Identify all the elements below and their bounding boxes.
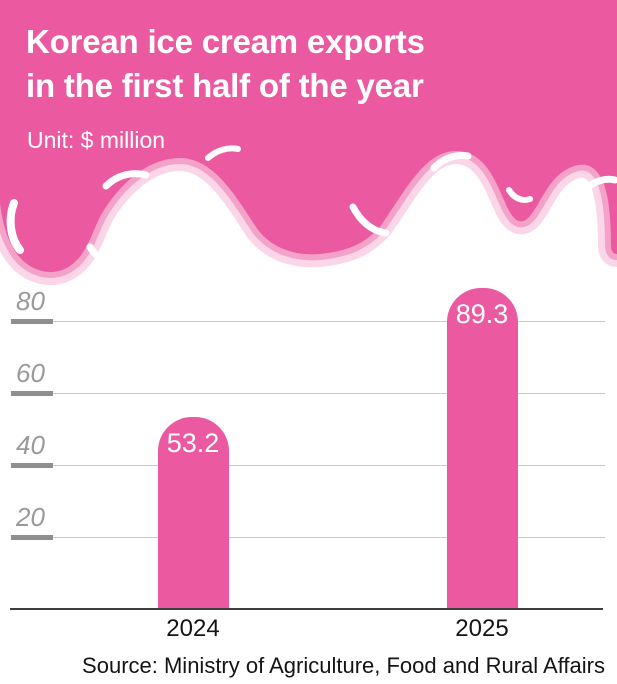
shine-icon bbox=[349, 203, 390, 237]
shine-icon bbox=[205, 145, 241, 161]
unit-label: Unit: $ million bbox=[27, 127, 166, 153]
y-axis-tick bbox=[11, 319, 53, 324]
shine-icon bbox=[506, 187, 533, 203]
y-axis-label: 80 bbox=[16, 286, 45, 316]
chart-title: Korean ice cream exports in the first ha… bbox=[26, 20, 425, 108]
x-axis-line bbox=[10, 608, 603, 610]
gridline bbox=[53, 393, 605, 394]
gridline bbox=[53, 537, 605, 538]
y-axis-tick bbox=[11, 463, 53, 468]
shine-icon bbox=[86, 243, 134, 273]
header: Korean ice cream exports in the first ha… bbox=[0, 0, 617, 300]
drip-layer-main-icon bbox=[0, 0, 617, 272]
gridline bbox=[53, 321, 605, 322]
x-axis-label: 2024 bbox=[166, 615, 220, 642]
bar-value-label: 53.2 bbox=[166, 428, 220, 459]
bar-2024: 53.2 bbox=[157, 417, 229, 609]
gridline bbox=[53, 465, 605, 466]
y-axis-tick bbox=[11, 535, 53, 540]
bar-2025: 89.3 bbox=[446, 287, 518, 609]
y-axis-label: 40 bbox=[16, 430, 45, 460]
drip-shine-group bbox=[6, 145, 617, 273]
shine-icon bbox=[585, 175, 617, 190]
shine-icon bbox=[6, 199, 24, 254]
y-axis-label: 20 bbox=[16, 502, 45, 532]
chart-title-line1: Korean ice cream exports bbox=[26, 23, 425, 60]
melting-drip-graphic bbox=[0, 0, 617, 285]
shine-icon bbox=[102, 170, 150, 190]
y-axis-tick bbox=[11, 391, 53, 396]
shine-icon bbox=[430, 152, 472, 172]
x-axis-label: 2025 bbox=[455, 615, 509, 642]
y-axis-label: 60 bbox=[16, 358, 45, 388]
bar-value-label: 89.3 bbox=[455, 298, 509, 329]
source-credit: Source: Ministry of Agriculture, Food an… bbox=[82, 653, 605, 678]
chart-title-line2: in the first half of the year bbox=[26, 67, 424, 104]
